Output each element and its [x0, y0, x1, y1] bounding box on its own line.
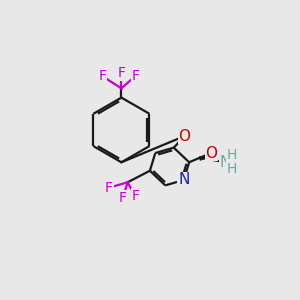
Text: F: F: [131, 69, 139, 83]
Text: O: O: [178, 129, 190, 144]
Text: H: H: [227, 148, 238, 162]
Text: F: F: [98, 69, 106, 83]
Text: F: F: [119, 191, 127, 205]
Text: O: O: [206, 146, 218, 160]
Text: N: N: [220, 155, 231, 170]
Text: F: F: [117, 66, 125, 80]
Text: F: F: [105, 181, 113, 195]
Text: N: N: [178, 172, 190, 188]
Text: H: H: [227, 162, 238, 176]
Text: F: F: [131, 189, 139, 203]
